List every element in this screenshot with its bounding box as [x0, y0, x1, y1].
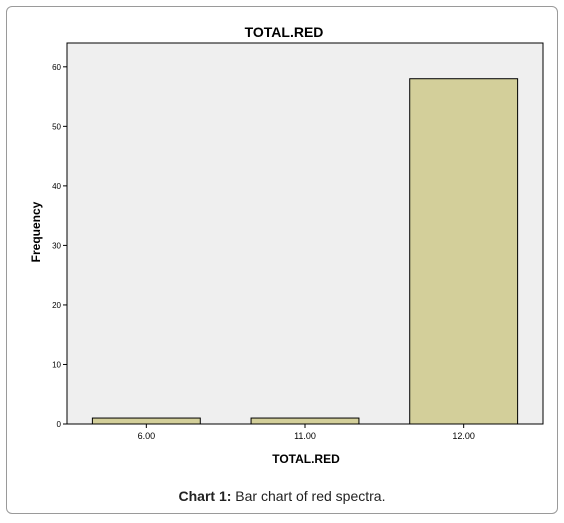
y-tick-label: 10: [52, 360, 61, 369]
bar-chart: TOTAL.RED 0 10 20 30 40 50 60 6.00 11.00 12.00 F…: [29, 24, 544, 466]
chart-title: TOTAL.RED: [245, 24, 324, 40]
bars: [91, 78, 519, 425]
figure-caption: Chart 1: Bar chart of red spectra.: [0, 488, 564, 504]
y-tick-label: 40: [52, 182, 61, 191]
x-tick-label: 11.00: [294, 431, 316, 441]
y-tick-label: 0: [57, 420, 62, 429]
y-tick-label: 20: [52, 301, 61, 310]
y-tick-label: 60: [52, 63, 61, 72]
x-tick-label: 6.00: [138, 431, 156, 441]
bar-11.00: [250, 417, 360, 425]
x-axis-label: TOTAL.RED: [272, 452, 340, 466]
x-tick-label: 12.00: [452, 431, 475, 441]
caption-text: Bar chart of red spectra.: [231, 488, 386, 504]
y-tick-label: 30: [52, 241, 61, 250]
x-axis: 6.00 11.00 12.00: [138, 424, 475, 441]
bar-6.00: [91, 417, 201, 425]
caption-label: Chart 1:: [178, 488, 232, 504]
y-tick-label: 50: [52, 122, 61, 131]
bar-12.00: [409, 78, 519, 425]
y-axis: 0 10 20 30 40 50 60: [52, 63, 67, 429]
y-axis-label: Frequency: [29, 201, 43, 262]
